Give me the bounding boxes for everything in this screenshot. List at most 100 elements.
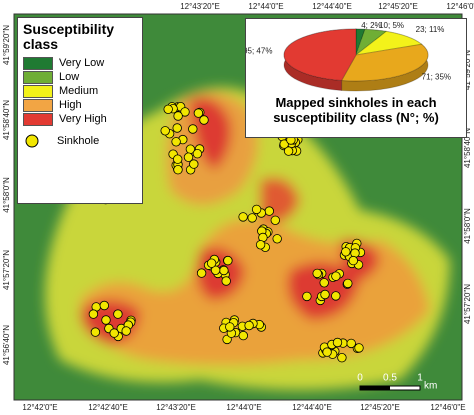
sinkhole [101,315,111,325]
sinkhole [283,146,294,156]
sinkhole [171,137,181,147]
sinkhole [332,337,343,348]
bottom-coord-label: 12°43'20"E [156,403,196,412]
top-coord-label: 12°44'0"E [248,2,283,11]
scale-unit: km [424,381,437,392]
sinkhole [90,327,101,337]
scale-tick-label: 1 [417,373,423,384]
sinkhole [255,240,266,250]
sinkhole [343,278,353,289]
right-coord-label: 41°59'20"N [463,50,472,90]
scale-tick-label: 0 [357,373,363,384]
right-coord-label: 41°57'20"N [463,284,472,324]
sinkhole [238,330,249,341]
legend-label: Sinkhole [57,135,100,147]
scale-bar: 0 0.5 1km [357,373,437,392]
legend-title: Susceptibility class [23,21,115,52]
sinkhole [88,309,99,319]
sinkhole [99,300,110,311]
sinkhole [206,258,217,268]
left-coord-label: 41°57'20"N [2,250,11,290]
sinkhole [270,215,281,226]
sinkhole [319,278,329,288]
sinkhole [221,276,231,286]
left-coord-label: 41°58'40"N [2,100,11,140]
right-coord-label: 41°58'40"N [463,128,472,168]
scale-tick-label: 0.5 [383,373,397,384]
top-coord-label: 12°44'40"E [312,2,352,11]
pie-value-label: 10; 5% [379,21,404,30]
bottom-coord-label: 12°46'0"E [430,403,465,412]
legend-item: High [18,98,142,112]
legend-swatch [23,112,53,126]
legend-swatch [23,84,53,98]
legend-label: Medium [59,85,99,97]
sinkhole [196,268,207,278]
top-coord-label: 12°43'20"E [180,2,220,11]
scale-bar-segment [360,386,390,390]
pie-title: Mapped sinkholes in each susceptibility … [273,95,439,125]
legend-items: Very Low Low Medium High Very High [18,56,142,126]
sinkhole [188,124,198,134]
legend-label: Very High [59,113,107,125]
sinkhole [322,347,332,357]
map-frame [13,13,463,401]
legend-swatch [23,98,53,112]
sinkhole [113,309,123,319]
bottom-coord-label: 12°42'40"E [88,403,128,412]
legend-item: Very Low [18,56,142,70]
sinkhole [193,108,204,118]
sinkhole [172,123,182,133]
sinkhole [225,322,235,332]
legend: Susceptibility class Very Low Low Medium Hi… [17,17,143,204]
sinkhole [199,115,209,125]
pie-value-label: 71; 35% [422,73,451,82]
left-coord-label: 41°58'0"N [2,177,11,213]
pie-chart: 4; 2%10; 5% 23; 11% 71; 35% 95; 47% [243,21,451,92]
sinkhole [354,343,364,353]
sinkhole [180,107,190,117]
sinkhole [348,255,359,266]
sinkhole [247,213,257,223]
legend-label: Very Low [59,57,105,69]
sinkhole [272,234,282,244]
sinkhole [223,255,233,266]
sinkhole [121,326,131,336]
sinkhole [302,291,312,302]
sinkhole [192,148,203,159]
right-coord-label: 41°58'0"N [463,208,472,244]
sinkhole [183,152,194,162]
sinkhole [251,204,262,215]
sinkhole [331,291,341,301]
legend-item: Sinkhole [18,134,142,148]
legend-label: Low [59,71,80,83]
sinkhole [173,111,183,121]
sinkhole-symbol [25,134,39,148]
top-coord-label: 12°45'20"E [378,2,418,11]
legend-label: High [59,99,82,111]
legend-swatch [23,70,53,84]
top-coord-label: 12°46'0"E [446,2,474,11]
sinkhole [160,126,170,136]
sinkhole [210,265,221,276]
sinkhole [264,206,275,216]
pie-slice [283,28,357,81]
sinkhole [219,265,229,276]
sinkhole [331,271,341,281]
legend-item: Low [18,70,142,84]
sinkhole [173,164,183,175]
pie-value-label: 23; 11% [416,25,445,34]
sinkhole [337,353,347,363]
pie-slice [340,43,429,82]
sinkhole [109,328,119,338]
sinkhole [320,289,330,300]
pie-value-label: 95; 47% [246,46,272,55]
left-coord-label: 41°56'40"N [2,325,11,365]
legend-swatch [23,56,53,70]
bottom-coord-label: 12°42'0"E [22,403,57,412]
sinkhole [189,159,199,169]
bottom-coord-label: 12°44'40"E [292,403,332,412]
sinkhole [244,320,254,331]
sinkhole [341,247,351,257]
